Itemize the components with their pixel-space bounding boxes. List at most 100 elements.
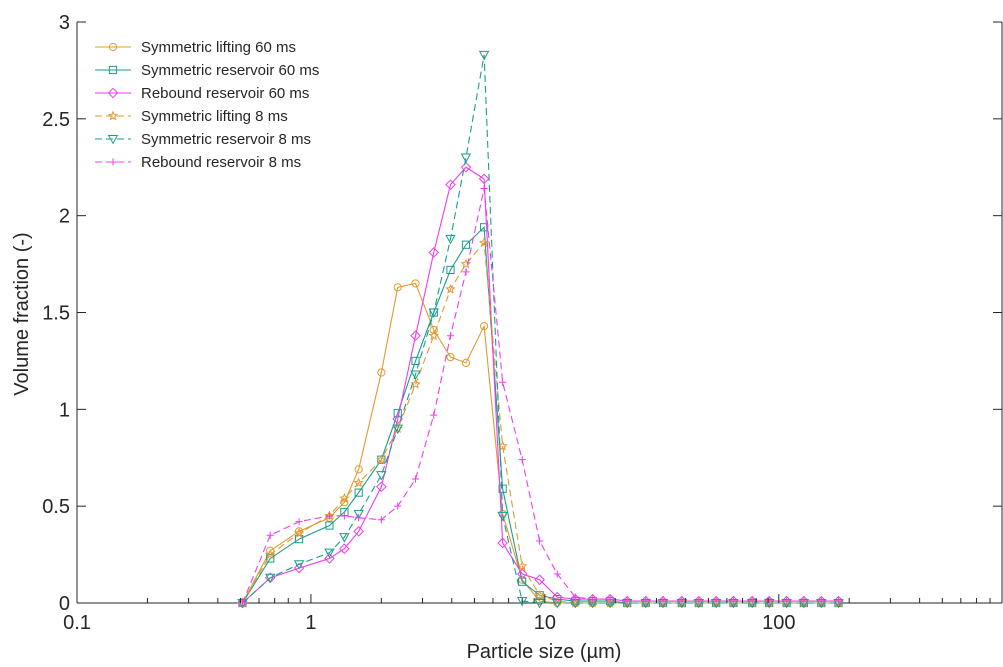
data-point (376, 481, 387, 493)
data-point (497, 440, 508, 451)
data-point (571, 593, 579, 601)
data-point (325, 512, 334, 520)
data-point (712, 597, 720, 605)
data-point (516, 568, 528, 580)
data-point (353, 509, 364, 520)
plot-frame (76, 22, 1003, 604)
data-point (589, 595, 597, 603)
data-point (604, 593, 616, 605)
data-point (516, 560, 528, 571)
data-point (428, 330, 439, 341)
data-point (377, 368, 386, 377)
data-point (462, 268, 470, 276)
series-6 (238, 184, 843, 607)
y-tick-label: 0.5 (42, 496, 70, 518)
data-point (460, 161, 472, 173)
data-point (478, 173, 490, 185)
legend-item: Symmetric reservoir 60 ms (95, 62, 319, 79)
data-point (392, 424, 403, 435)
legend-label: Rebound reservoir 8 ms (141, 154, 301, 171)
data-point (445, 234, 456, 245)
data-point (293, 562, 305, 574)
data-point (324, 548, 335, 559)
legend: Symmetric lifting 60 ms Symmetric reservo… (95, 39, 319, 171)
legend-item: Rebound reservoir 60 ms (95, 85, 309, 102)
data-point (295, 518, 303, 526)
data-point (587, 593, 598, 605)
data-point (354, 488, 363, 497)
legend-label: Symmetric reservoir 8 ms (141, 131, 311, 148)
data-point (480, 184, 488, 193)
data-point (659, 597, 667, 605)
x-tick-label: 100 (762, 612, 795, 634)
data-point (478, 50, 490, 61)
legend-marker (107, 87, 119, 99)
data-point (377, 516, 385, 524)
plot-background (77, 22, 1002, 603)
data-point (695, 597, 703, 605)
legend-label: Rebound reservoir 60 ms (141, 85, 309, 102)
data-point (446, 352, 455, 362)
data-point (460, 153, 472, 163)
data-point (478, 237, 490, 248)
legend-marker (107, 110, 119, 121)
data-point (461, 240, 471, 249)
y-axis-label: Volume fraction (-) (11, 232, 33, 395)
data-point (339, 533, 350, 543)
data-point (499, 378, 507, 386)
data-point (353, 526, 364, 537)
data-point (264, 573, 276, 584)
data-point (497, 537, 508, 549)
legend-label: Symmetric lifting 8 ms (141, 108, 288, 125)
data-point (534, 598, 545, 609)
data-point (430, 411, 438, 419)
y-tick-label: 2 (59, 206, 70, 228)
data-point (446, 332, 455, 340)
legend-item: Rebound reservoir 8 ms (95, 154, 301, 171)
data-point (446, 265, 455, 274)
data-point (551, 591, 563, 603)
data-point (534, 574, 545, 586)
x-tick-label: 10 (534, 612, 556, 634)
data-point (817, 597, 825, 605)
series-line (242, 54, 839, 604)
data-point (376, 454, 387, 465)
data-point (293, 527, 305, 538)
data-point (339, 543, 350, 555)
data-point (376, 471, 387, 481)
data-point (729, 597, 738, 605)
data-point (553, 570, 561, 578)
data-point (265, 549, 276, 560)
data-point (410, 370, 421, 380)
legend-marker (109, 158, 117, 166)
tick-layer: 0 0.5 1 1.5 2 2.5 3 0.1 1 10 100 (42, 12, 1002, 634)
data-point (536, 537, 544, 545)
data-point (428, 247, 440, 258)
legend-item: Symmetric lifting 8 ms (95, 108, 288, 125)
data-point (606, 595, 614, 603)
data-point (678, 597, 686, 605)
legend-label: Symmetric reservoir 60 ms (141, 62, 319, 79)
data-point (411, 279, 420, 288)
legend-item: Symmetric reservoir 8 ms (95, 131, 311, 148)
data-point (800, 597, 808, 605)
legend-item: Symmetric lifting 60 ms (95, 39, 296, 56)
data-point (324, 553, 335, 564)
data-point (623, 597, 631, 605)
legend-marker (107, 134, 119, 145)
data-point (480, 321, 489, 331)
data-point (410, 330, 421, 342)
data-point (765, 597, 773, 605)
data-point (445, 179, 456, 190)
data-point (748, 597, 756, 605)
y-tick-label: 3 (59, 12, 70, 34)
x-tick-label: 1 (305, 612, 316, 634)
data-point (428, 308, 439, 318)
legend-label: Symmetric lifting 60 ms (141, 39, 296, 56)
data-point (642, 597, 650, 605)
data-point (410, 378, 421, 389)
data-point (461, 358, 471, 367)
data-point (782, 597, 791, 605)
y-tick-label: 1.5 (42, 303, 70, 325)
